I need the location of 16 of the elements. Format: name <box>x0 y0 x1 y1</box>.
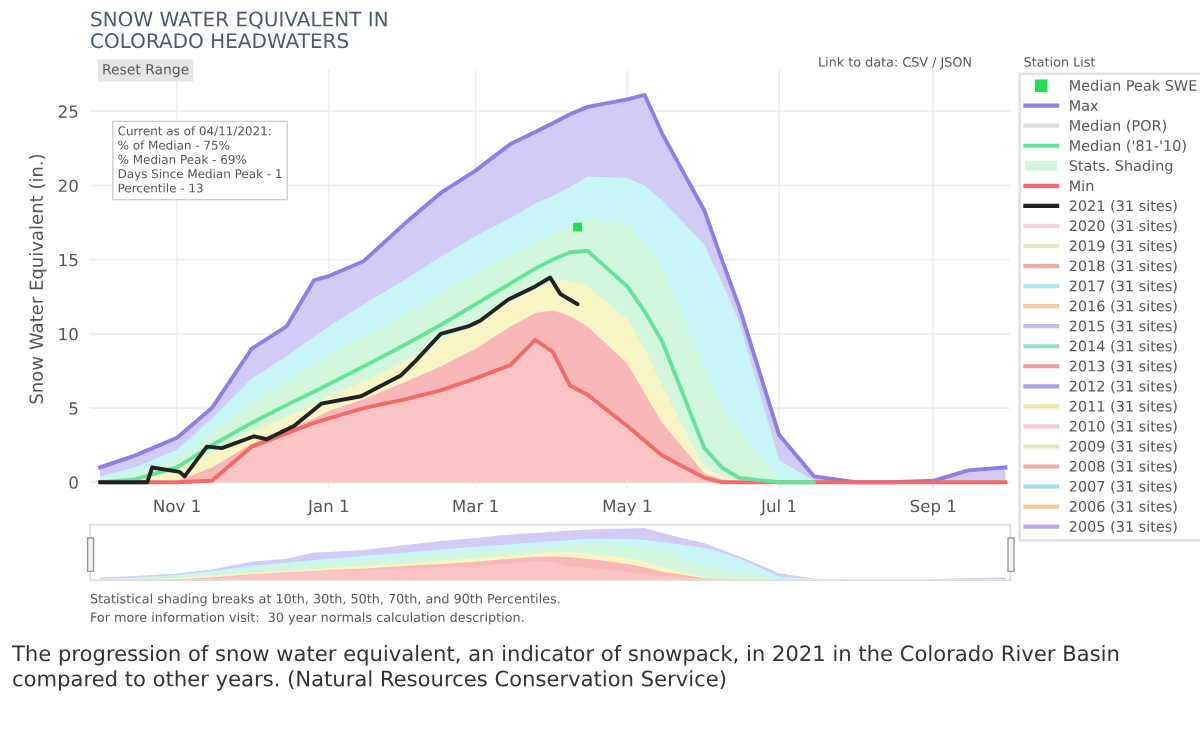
x-tick-label: May 1 <box>603 499 651 516</box>
y-tick-label: 25 <box>58 105 78 118</box>
x-tick-label: Jul 1 <box>760 499 796 516</box>
y-tick-label: 10 <box>59 327 78 341</box>
x-tick-label: Sep 1 <box>910 499 956 516</box>
text: The progression of snow water equivalent, an indicator of snowpack, in 2021 in the Colorado River Basin compared to other years. (Natural Resources Conservation Service) <box>11 644 1119 691</box>
chart-title: SNOW WATER EQUIVALENT IN COLORADO HEADWATERS <box>91 11 387 49</box>
x-tick-label: Jan 1 <box>307 499 349 516</box>
y-tick-label: 15 <box>59 253 78 267</box>
y-tick-label: 0 <box>69 476 78 489</box>
x-tick-label: Mar 1 <box>453 499 498 513</box>
y-tick-label: 5 <box>69 402 78 415</box>
y-axis-title: Snow Water Equivalent (in.) <box>29 154 47 404</box>
x-tick-label: Nov 1 <box>154 499 200 513</box>
y-tick-label: 20 <box>58 179 78 193</box>
line-series <box>98 275 580 485</box>
